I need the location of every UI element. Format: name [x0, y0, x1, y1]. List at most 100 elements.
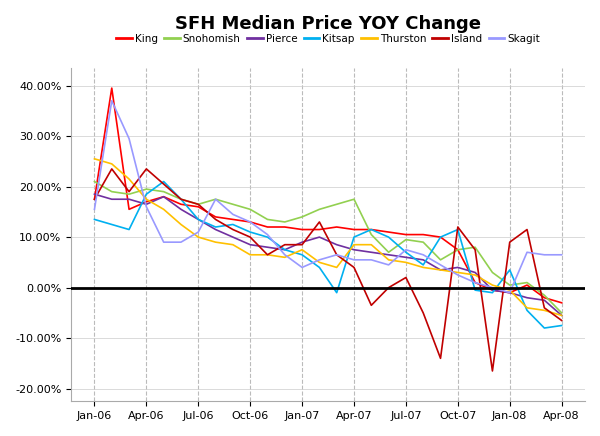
King — [194, 204, 202, 209]
Kitsap — [143, 191, 150, 197]
Thurston — [489, 283, 496, 288]
Thurston — [437, 267, 444, 272]
Kitsap — [91, 217, 98, 222]
Thurston — [350, 242, 358, 247]
Thurston — [523, 305, 530, 310]
Kitsap — [541, 325, 548, 330]
Skagit — [419, 252, 427, 257]
Pierce — [178, 207, 185, 212]
King — [143, 199, 150, 204]
Snohomish — [385, 250, 392, 255]
Thurston — [333, 265, 340, 270]
Pierce — [125, 197, 133, 202]
Pierce — [316, 235, 323, 240]
Pierce — [91, 191, 98, 197]
Island — [333, 252, 340, 257]
Snohomish — [160, 189, 167, 194]
Thurston — [558, 313, 565, 318]
King — [298, 227, 305, 232]
King — [91, 197, 98, 202]
Line: Thurston: Thurston — [94, 159, 562, 315]
Pierce — [212, 227, 219, 232]
Snohomish — [558, 310, 565, 316]
Kitsap — [160, 179, 167, 184]
Skagit — [194, 229, 202, 235]
Kitsap — [264, 235, 271, 240]
Snohomish — [298, 214, 305, 219]
Snohomish — [541, 293, 548, 298]
Snohomish — [247, 207, 254, 212]
Island — [472, 247, 479, 252]
Kitsap — [178, 197, 185, 202]
Pierce — [506, 290, 514, 295]
Snohomish — [212, 197, 219, 202]
Skagit — [281, 252, 289, 257]
Skagit — [264, 232, 271, 237]
Kitsap — [298, 252, 305, 257]
Kitsap — [437, 235, 444, 240]
Island — [264, 252, 271, 257]
Thurston — [178, 222, 185, 227]
Island — [160, 181, 167, 187]
Skagit — [160, 239, 167, 245]
Skagit — [368, 257, 375, 262]
Kitsap — [454, 227, 461, 232]
Line: King: King — [94, 88, 562, 303]
Island — [281, 242, 289, 247]
Line: Island: Island — [94, 169, 562, 371]
Island — [194, 202, 202, 207]
Skagit — [91, 207, 98, 212]
Kitsap — [212, 225, 219, 230]
Island — [558, 318, 565, 323]
Island — [385, 285, 392, 290]
Skagit — [125, 136, 133, 141]
Thurston — [385, 257, 392, 262]
Pierce — [419, 257, 427, 262]
Island — [403, 275, 410, 280]
Thurston — [229, 242, 236, 247]
Thurston — [281, 255, 289, 260]
Kitsap — [385, 235, 392, 240]
Thurston — [454, 270, 461, 275]
Island — [212, 217, 219, 222]
Island — [143, 166, 150, 171]
Skagit — [472, 280, 479, 285]
Thurston — [541, 308, 548, 313]
Skagit — [108, 98, 115, 103]
Skagit — [437, 262, 444, 268]
Skagit — [506, 290, 514, 295]
Island — [541, 305, 548, 310]
Snohomish — [489, 270, 496, 275]
Line: Kitsap: Kitsap — [94, 181, 562, 328]
Skagit — [350, 257, 358, 262]
Pierce — [368, 250, 375, 255]
Island — [125, 189, 133, 194]
Snohomish — [419, 239, 427, 245]
King — [264, 225, 271, 230]
Island — [316, 219, 323, 225]
King — [472, 280, 479, 285]
Pierce — [385, 252, 392, 257]
Legend: King, Snohomish, Pierce, Kitsap, Thurston, Island, Skagit: King, Snohomish, Pierce, Kitsap, Thursto… — [112, 30, 544, 48]
King — [229, 217, 236, 222]
Line: Pierce: Pierce — [94, 194, 562, 315]
King — [385, 229, 392, 235]
Pierce — [264, 245, 271, 250]
King — [178, 202, 185, 207]
Snohomish — [281, 219, 289, 225]
King — [281, 225, 289, 230]
Snohomish — [316, 207, 323, 212]
Thurston — [160, 207, 167, 212]
Thurston — [472, 272, 479, 278]
Line: Skagit: Skagit — [94, 101, 562, 293]
Pierce — [160, 194, 167, 199]
Skagit — [523, 250, 530, 255]
Thurston — [368, 242, 375, 247]
King — [316, 227, 323, 232]
Pierce — [523, 295, 530, 300]
Snohomish — [178, 197, 185, 202]
Pierce — [489, 287, 496, 293]
Thurston — [506, 287, 514, 293]
Island — [454, 225, 461, 230]
Kitsap — [472, 287, 479, 293]
